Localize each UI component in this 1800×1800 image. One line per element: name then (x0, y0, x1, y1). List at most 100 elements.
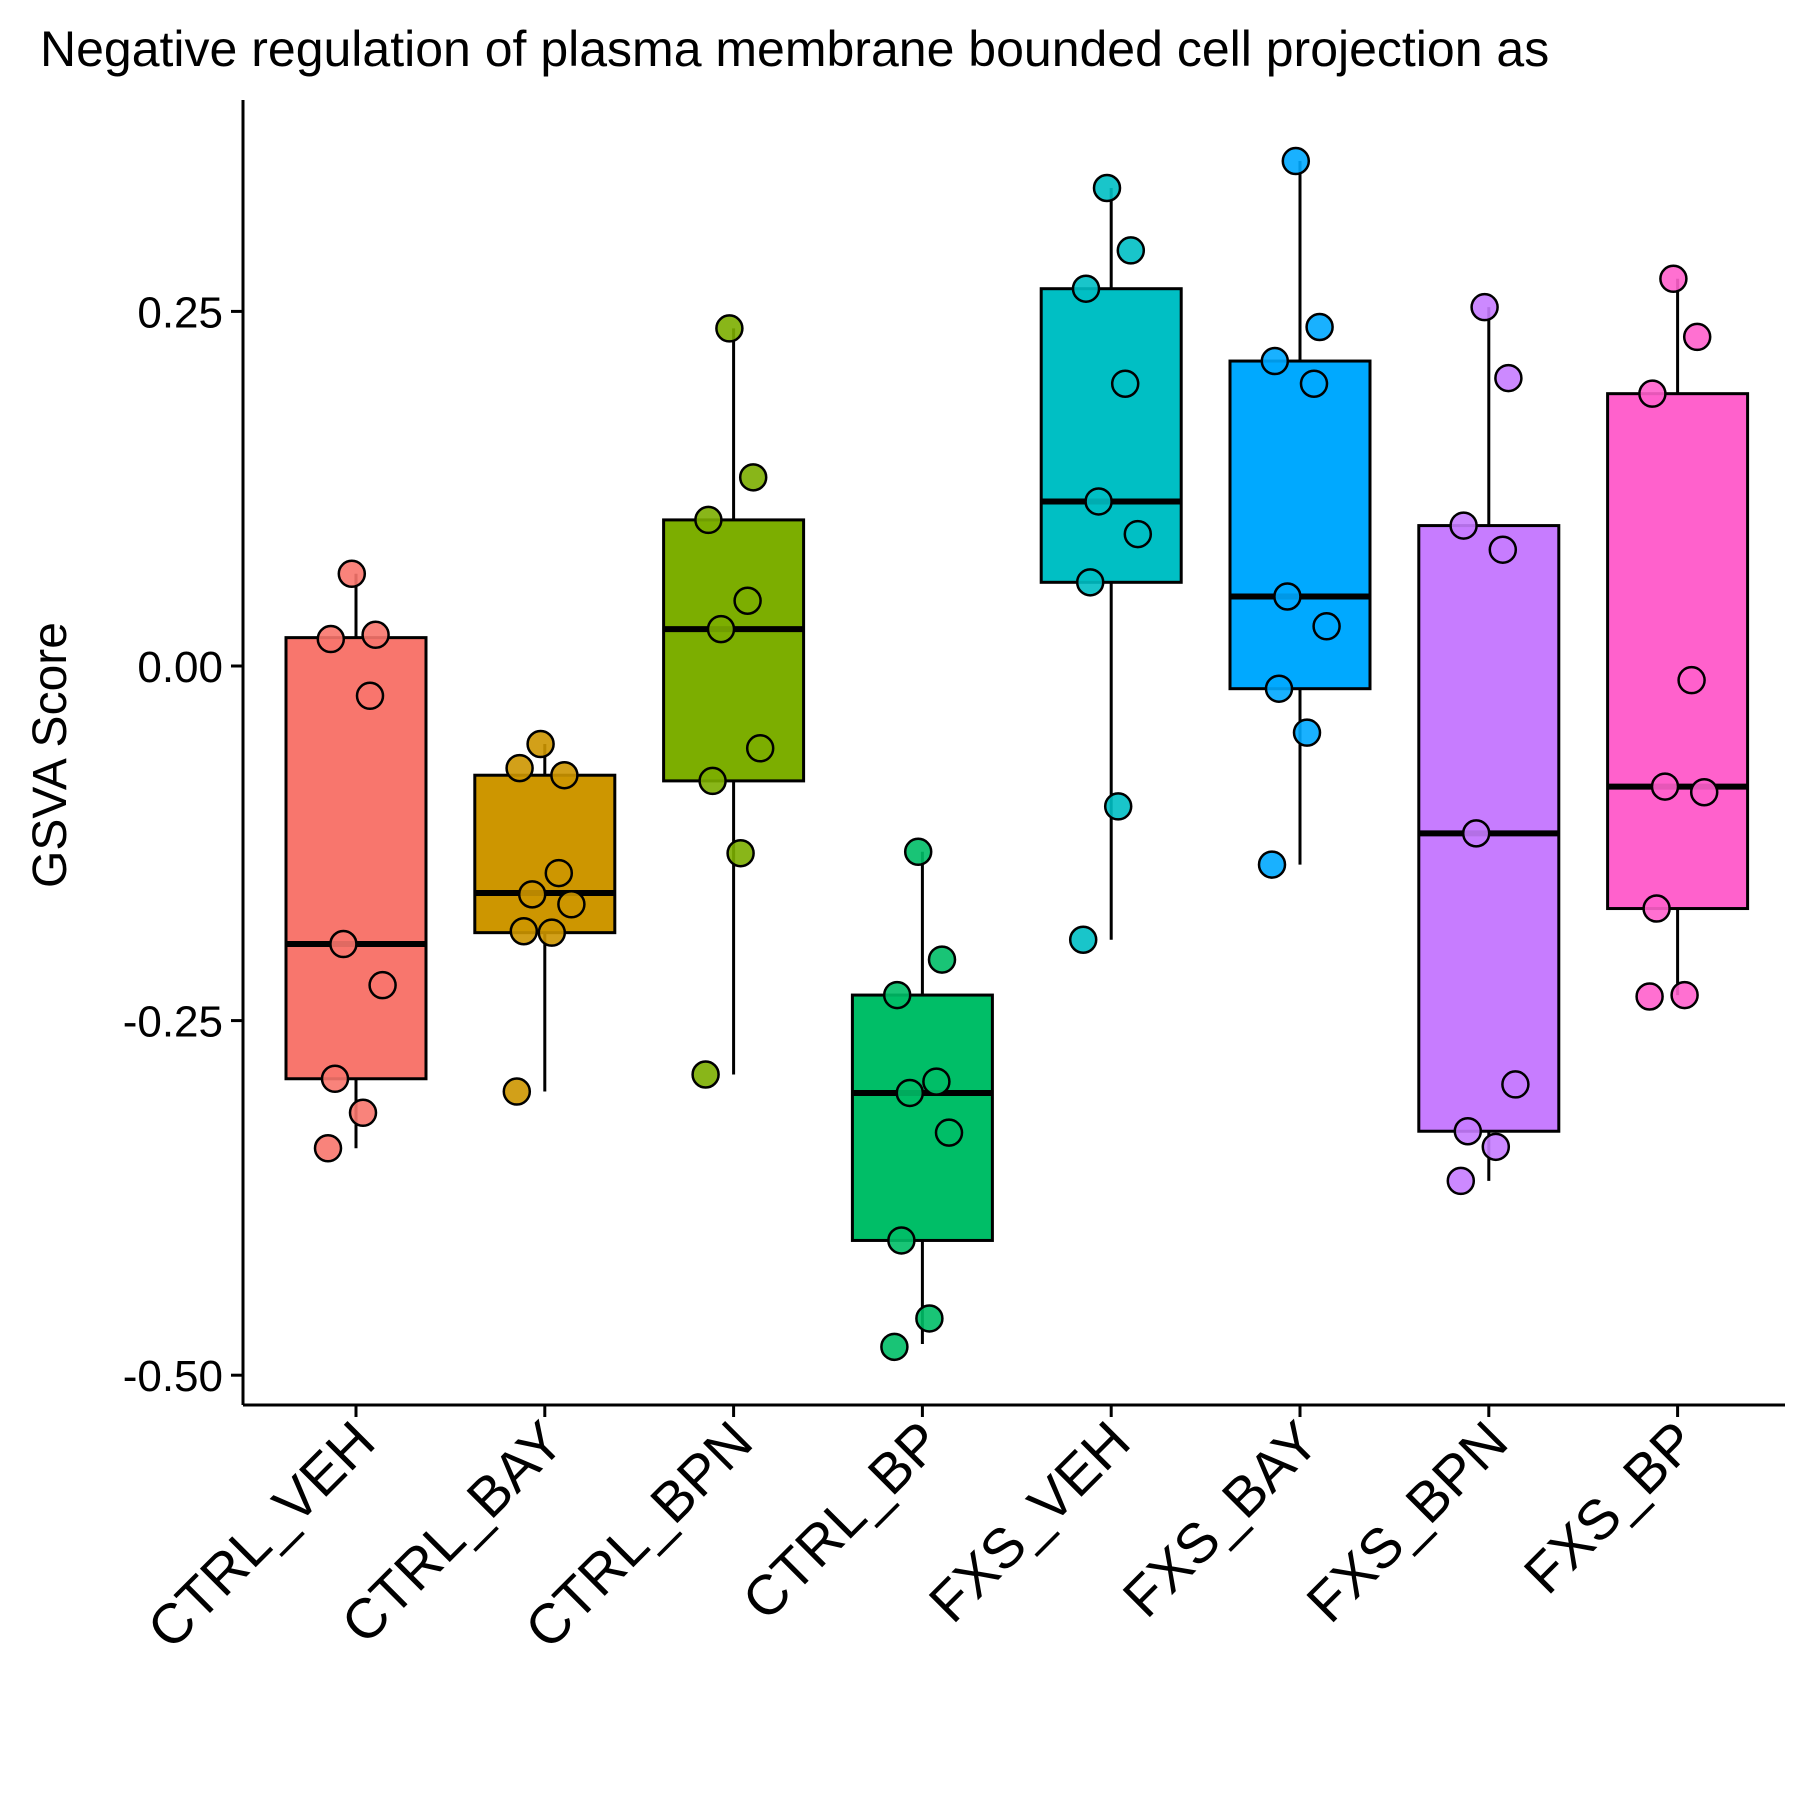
box (1228, 359, 1372, 691)
box (850, 993, 994, 1242)
data-point (1659, 264, 1688, 294)
data-point (1292, 718, 1322, 747)
data-point (1273, 582, 1302, 611)
box (1606, 392, 1750, 911)
box-group (1417, 292, 1561, 1196)
data-point (517, 880, 547, 909)
data-point (1501, 1070, 1530, 1099)
data-point (1281, 146, 1311, 176)
data-point (1116, 236, 1146, 265)
box (1039, 287, 1183, 584)
data-point (505, 753, 534, 783)
data-point (320, 1064, 350, 1094)
y-tick-label: -0.50 (123, 1352, 223, 1401)
data-point (316, 624, 346, 654)
data-point (1110, 369, 1140, 398)
data-point (1650, 772, 1680, 801)
x-tick-label: CTRL_BP (730, 1409, 953, 1632)
data-point (1257, 850, 1287, 879)
chart-title: Negative regulation of plasma membrane b… (40, 21, 1549, 77)
data-point (934, 1118, 964, 1147)
y-tick-label: 0.25 (137, 288, 223, 337)
data-point (895, 1078, 925, 1108)
data-point (368, 970, 397, 1000)
data-point (509, 916, 539, 946)
box-group (473, 729, 617, 1106)
data-point (1470, 292, 1499, 322)
data-point (1264, 674, 1294, 703)
data-point (1123, 519, 1153, 549)
data-point (1103, 792, 1133, 821)
data-point (1677, 665, 1706, 695)
data-point (733, 586, 762, 616)
data-point (1312, 612, 1341, 641)
data-point (694, 505, 723, 535)
box-group (1228, 146, 1372, 879)
box-group (1039, 173, 1183, 955)
data-point (1068, 925, 1098, 955)
x-tick-label: FXS_BPN (1294, 1409, 1519, 1634)
y-axis: 0.25 0.00 -0.25 -0.50 (123, 100, 245, 1405)
data-point (1642, 894, 1671, 923)
data-point (745, 734, 775, 763)
data-point (1305, 312, 1334, 342)
data-point (1084, 487, 1113, 516)
data-point (922, 1067, 951, 1096)
data-point (355, 681, 385, 711)
data-point (1449, 511, 1478, 540)
data-point (698, 766, 727, 796)
data-point (1075, 568, 1105, 597)
data-point (1494, 363, 1523, 393)
data-point (550, 760, 579, 790)
data-point (1682, 322, 1712, 352)
data-point (1260, 346, 1290, 376)
data-point (706, 614, 736, 644)
box-group (662, 314, 806, 1089)
box (284, 636, 428, 1081)
x-tick-label: FXS_BP (1512, 1409, 1708, 1605)
data-point (1689, 777, 1719, 807)
data-point (313, 1134, 343, 1163)
y-tick-label: 0.00 (137, 643, 223, 692)
data-point (337, 559, 367, 589)
x-tick-label: FXS_BAY (1111, 1409, 1331, 1629)
data-point (1638, 379, 1667, 408)
data-point (1453, 1116, 1483, 1146)
data-point (544, 858, 574, 888)
data-point (537, 918, 567, 947)
box-group (1606, 264, 1750, 1011)
data-point (1481, 1132, 1511, 1162)
data-point (1092, 173, 1122, 203)
y-axis-title: GSVA Score (24, 622, 77, 888)
data-point (1446, 1166, 1476, 1196)
x-tick-label: FXS_VEH (917, 1409, 1142, 1634)
data-point (882, 980, 912, 1010)
data-point (738, 463, 768, 492)
x-axis: CTRL_VEHCTRL_BAYCTRL_BPNCTRL_BPFXS_VEHFX… (135, 1403, 1785, 1660)
data-point (1461, 819, 1491, 848)
data-point (1670, 980, 1699, 1010)
data-point (557, 890, 586, 919)
box (662, 518, 806, 783)
data-point (903, 837, 933, 867)
data-point (691, 1060, 720, 1089)
data-point (1488, 535, 1518, 564)
data-point (715, 314, 744, 343)
data-point (1071, 274, 1101, 303)
data-point (927, 945, 957, 974)
data-point (502, 1077, 532, 1106)
data-point (348, 1098, 378, 1128)
box-group (850, 837, 994, 1362)
data-point (915, 1304, 944, 1333)
data-point (726, 838, 755, 868)
data-point (887, 1226, 916, 1255)
data-point (880, 1332, 909, 1362)
box (473, 773, 617, 935)
box-group (284, 559, 428, 1163)
data-point (1299, 369, 1329, 398)
y-tick-label: -0.25 (123, 998, 223, 1047)
data-point (329, 929, 358, 959)
data-point (1635, 982, 1664, 1011)
data-point (526, 729, 555, 759)
